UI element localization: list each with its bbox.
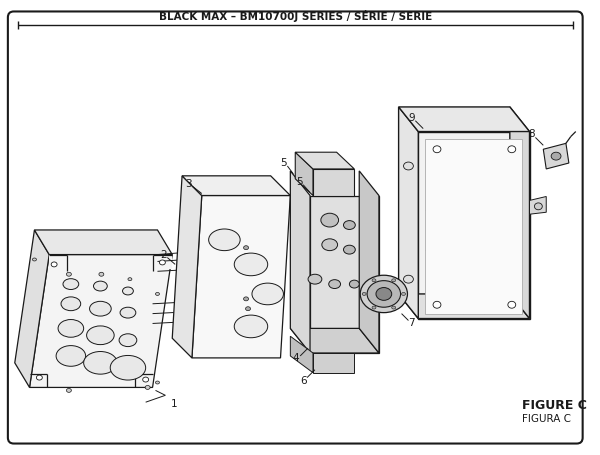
Ellipse shape: [67, 272, 71, 276]
Ellipse shape: [404, 162, 413, 170]
Ellipse shape: [308, 274, 322, 284]
Ellipse shape: [122, 287, 133, 295]
Ellipse shape: [58, 319, 83, 337]
Polygon shape: [172, 176, 202, 358]
Ellipse shape: [209, 229, 240, 251]
Ellipse shape: [143, 377, 149, 382]
Polygon shape: [310, 196, 379, 353]
Ellipse shape: [392, 279, 395, 282]
Text: 5: 5: [280, 158, 287, 168]
Ellipse shape: [61, 297, 81, 311]
Ellipse shape: [244, 253, 248, 258]
Ellipse shape: [63, 278, 79, 289]
Ellipse shape: [535, 203, 542, 210]
Ellipse shape: [37, 375, 43, 380]
Ellipse shape: [119, 334, 137, 347]
Polygon shape: [543, 143, 569, 169]
Ellipse shape: [392, 306, 395, 309]
Ellipse shape: [362, 293, 366, 295]
Polygon shape: [290, 336, 313, 373]
Ellipse shape: [433, 146, 441, 153]
Ellipse shape: [67, 389, 71, 392]
Text: 3: 3: [185, 179, 192, 189]
Ellipse shape: [128, 278, 132, 281]
Polygon shape: [359, 171, 379, 353]
Ellipse shape: [404, 275, 413, 283]
Ellipse shape: [433, 301, 441, 308]
Ellipse shape: [86, 326, 114, 344]
Ellipse shape: [360, 275, 407, 313]
Ellipse shape: [155, 293, 160, 295]
Ellipse shape: [321, 213, 338, 227]
Ellipse shape: [234, 253, 268, 276]
Ellipse shape: [83, 352, 117, 374]
Ellipse shape: [94, 281, 107, 291]
Polygon shape: [152, 254, 172, 269]
Ellipse shape: [244, 246, 248, 250]
Ellipse shape: [89, 301, 111, 316]
Text: BLACK MAX – BM10700J SERIES / SÉRIE / SERIE: BLACK MAX – BM10700J SERIES / SÉRIE / SE…: [158, 10, 432, 22]
Polygon shape: [295, 152, 313, 196]
Ellipse shape: [155, 381, 160, 384]
Ellipse shape: [372, 306, 376, 309]
Ellipse shape: [508, 146, 516, 153]
Polygon shape: [34, 230, 172, 254]
Polygon shape: [192, 196, 290, 358]
Ellipse shape: [244, 297, 248, 301]
Ellipse shape: [367, 281, 401, 307]
Polygon shape: [313, 353, 355, 373]
Ellipse shape: [245, 264, 250, 268]
Ellipse shape: [160, 260, 166, 265]
Text: 1: 1: [171, 399, 178, 409]
Ellipse shape: [120, 307, 136, 318]
Ellipse shape: [51, 262, 57, 267]
Polygon shape: [510, 107, 530, 318]
Ellipse shape: [145, 385, 150, 389]
Ellipse shape: [508, 301, 516, 308]
Ellipse shape: [329, 280, 341, 288]
Ellipse shape: [551, 152, 561, 160]
Polygon shape: [313, 169, 355, 196]
Ellipse shape: [343, 221, 355, 229]
Ellipse shape: [372, 279, 376, 282]
Polygon shape: [398, 107, 418, 318]
Polygon shape: [418, 131, 530, 318]
Ellipse shape: [376, 288, 392, 300]
Polygon shape: [530, 197, 546, 214]
Polygon shape: [295, 152, 355, 169]
Ellipse shape: [252, 283, 283, 305]
Ellipse shape: [32, 258, 37, 261]
Polygon shape: [182, 176, 290, 196]
Ellipse shape: [245, 307, 250, 311]
Text: 2: 2: [160, 249, 167, 259]
Ellipse shape: [245, 317, 250, 320]
FancyBboxPatch shape: [8, 11, 583, 444]
Text: 4: 4: [293, 353, 299, 363]
Polygon shape: [425, 139, 521, 313]
Ellipse shape: [343, 245, 355, 254]
Polygon shape: [290, 171, 310, 353]
Polygon shape: [15, 230, 49, 388]
Text: FIGURA C: FIGURA C: [521, 414, 571, 424]
Ellipse shape: [110, 355, 146, 380]
Ellipse shape: [401, 293, 406, 295]
Text: 6: 6: [300, 375, 307, 385]
Ellipse shape: [99, 272, 104, 276]
Ellipse shape: [56, 346, 86, 366]
Ellipse shape: [349, 280, 359, 288]
Ellipse shape: [234, 315, 268, 338]
Polygon shape: [290, 329, 379, 353]
Text: 9: 9: [408, 113, 415, 123]
Polygon shape: [49, 254, 67, 269]
Polygon shape: [398, 107, 530, 131]
Polygon shape: [398, 294, 530, 318]
Text: 5: 5: [296, 177, 302, 187]
Ellipse shape: [322, 239, 338, 251]
Text: 8: 8: [528, 130, 535, 140]
Polygon shape: [29, 254, 172, 388]
Text: 7: 7: [408, 318, 415, 329]
Text: FIGURE C: FIGURE C: [521, 399, 587, 412]
